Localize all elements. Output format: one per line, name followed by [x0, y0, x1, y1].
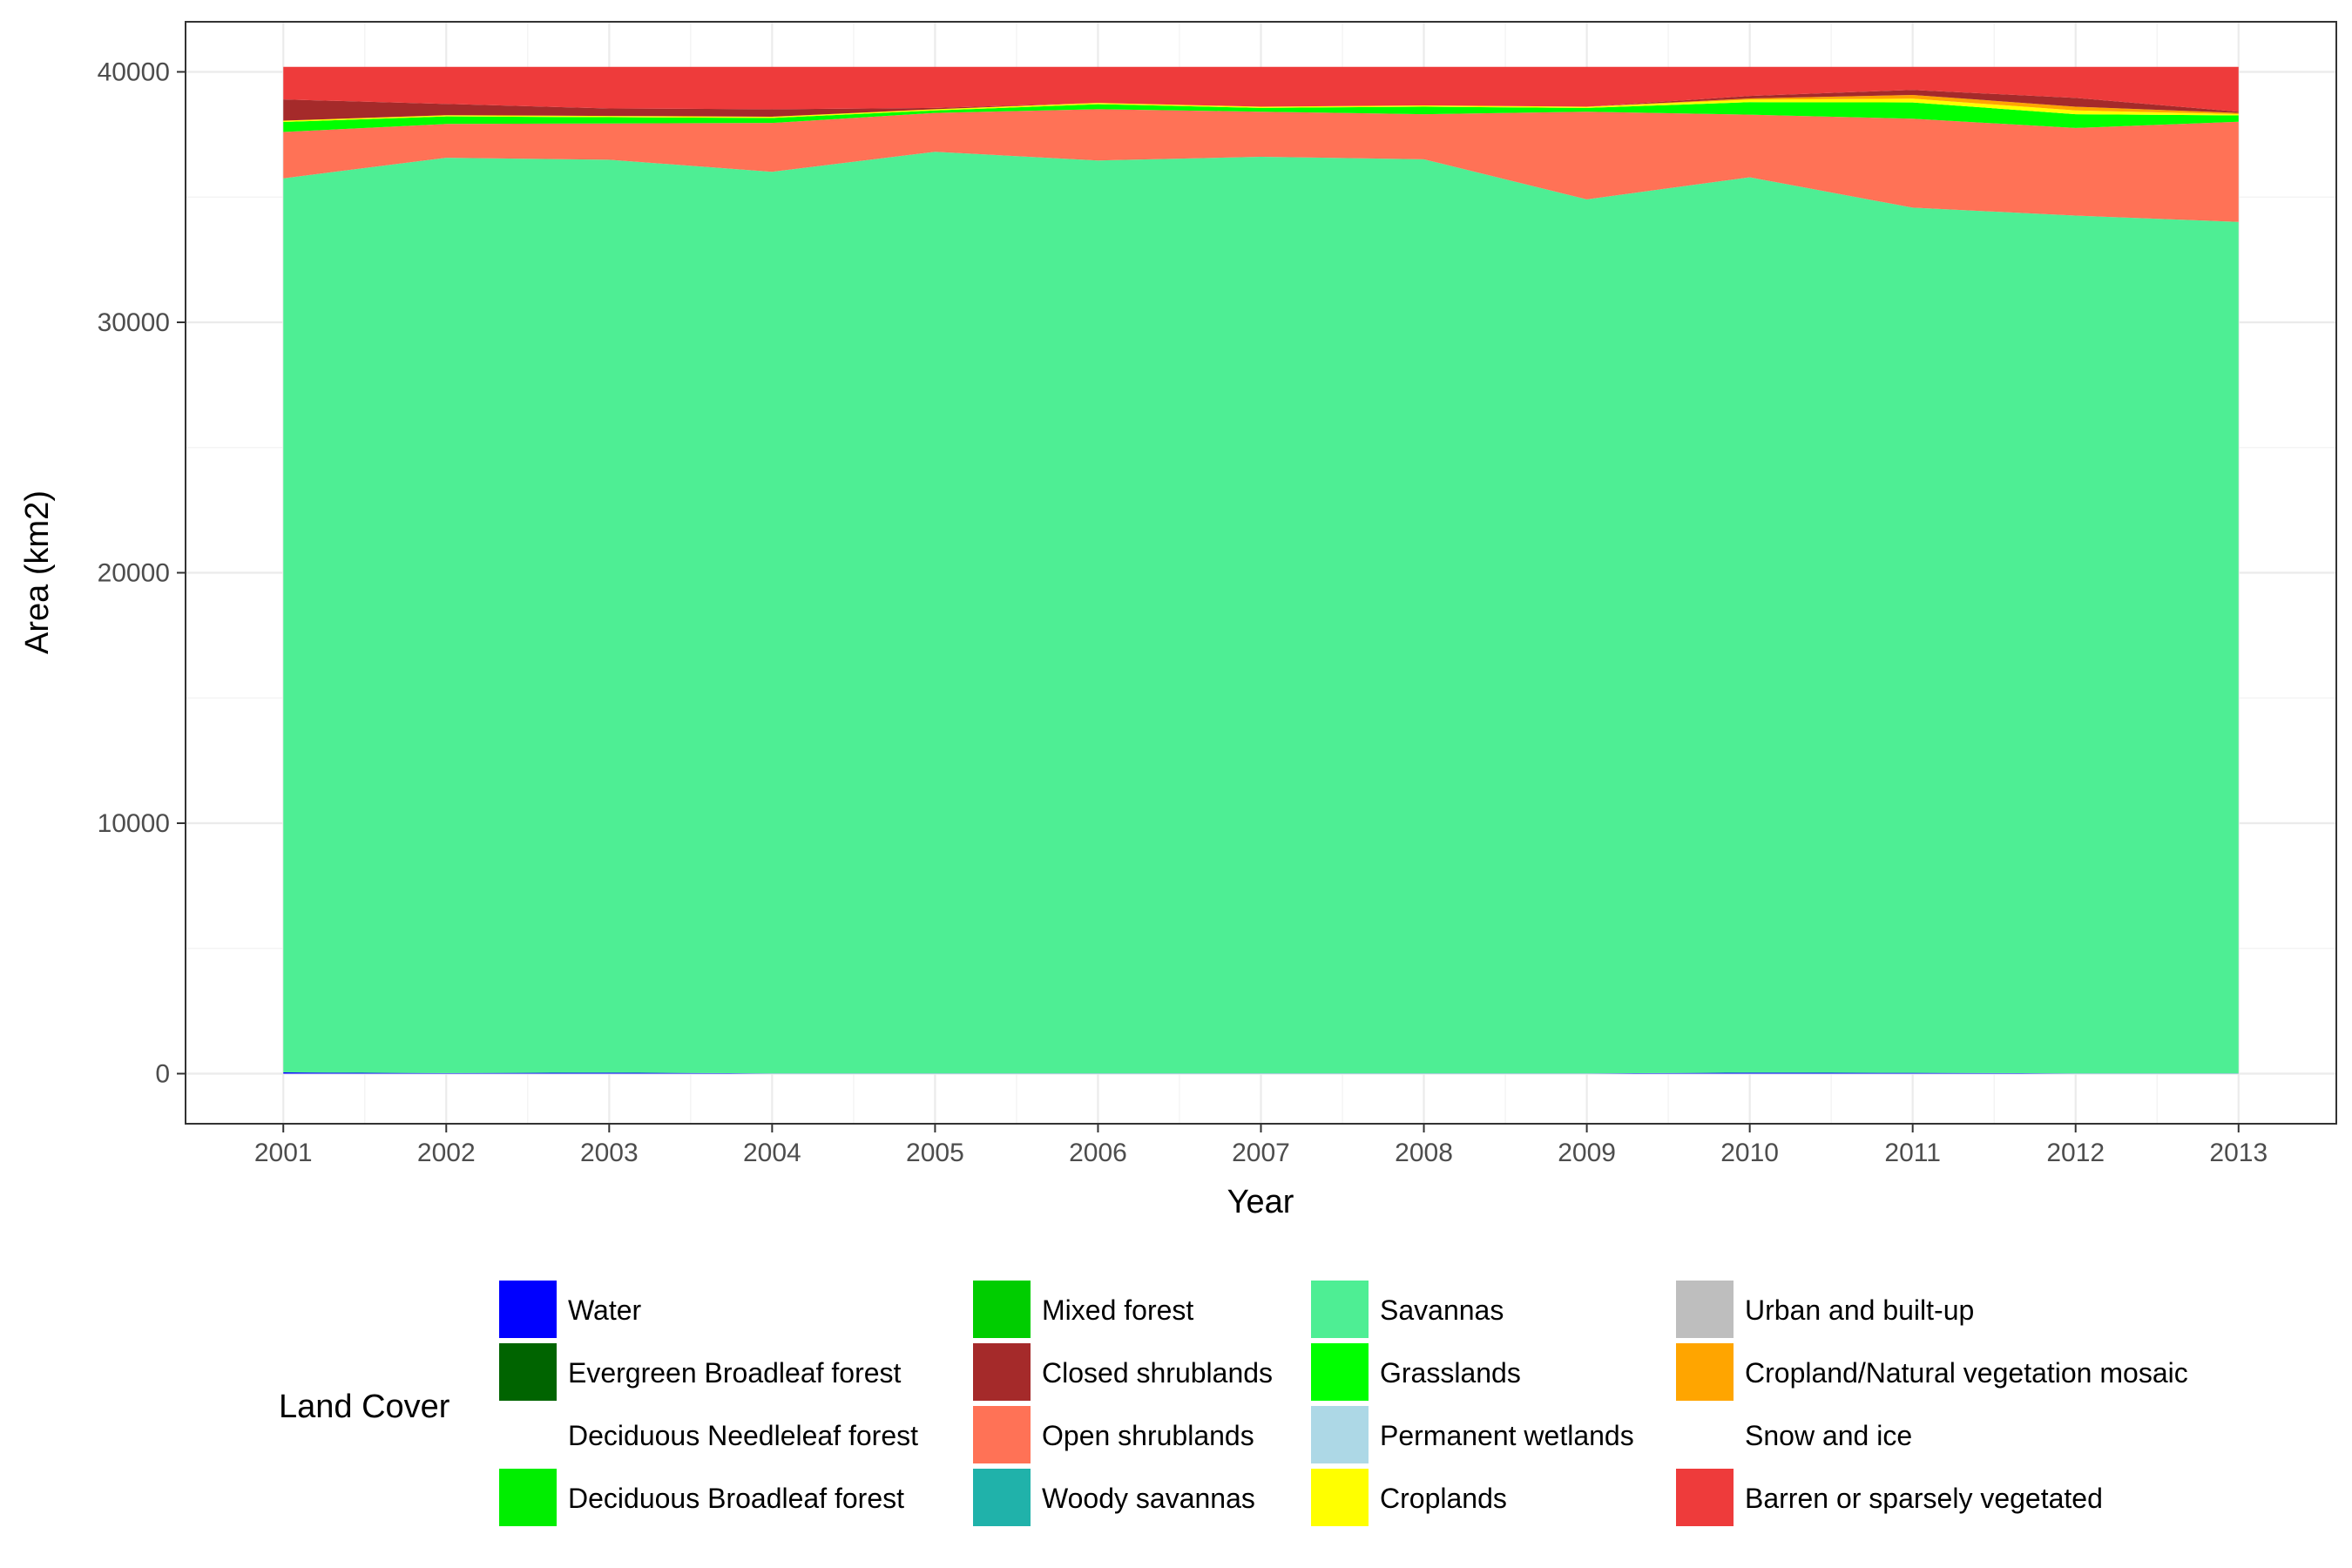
legend-key-croplands: [1311, 1469, 1369, 1526]
y-tick-label: 10000: [98, 809, 170, 838]
y-axis-title: Area (km2): [19, 490, 56, 654]
legend-label-croplands: Croplands: [1380, 1483, 1507, 1514]
legend-label-deciduous-broadleaf-forest: Deciduous Broadleaf forest: [568, 1483, 904, 1514]
x-tick-label: 2001: [254, 1139, 313, 1167]
legend-label-cropland-natural-vegetation-mosaic: Cropland/Natural vegetation mosaic: [1745, 1357, 2188, 1389]
legend-key-permanent-wetlands: [1311, 1406, 1369, 1463]
area-savannas: [283, 152, 2239, 1074]
legend-key-snow-and-ice: [1676, 1406, 1734, 1463]
legend-label-snow-and-ice: Snow and ice: [1745, 1420, 1912, 1451]
y-tick-label: 40000: [98, 58, 170, 87]
legend-label-grasslands: Grasslands: [1380, 1357, 1521, 1389]
y-tick-label: 20000: [98, 559, 170, 588]
legend-label-mixed-forest: Mixed forest: [1042, 1294, 1193, 1326]
legend-key-savannas: [1311, 1281, 1369, 1338]
legend-key-evergreen-broadleaf-forest: [499, 1343, 557, 1401]
x-tick-label: 2006: [1069, 1139, 1127, 1167]
x-tick-label: 2005: [906, 1139, 964, 1167]
x-tick-label: 2010: [1720, 1139, 1779, 1167]
legend-key-water: [499, 1281, 557, 1338]
legend-key-open-shrublands: [973, 1406, 1031, 1463]
legend-key-mixed-forest: [973, 1281, 1031, 1338]
x-tick-label: 2013: [2209, 1139, 2268, 1167]
legend-label-woody-savannas: Woody savannas: [1042, 1483, 1255, 1514]
x-tick-label: 2002: [417, 1139, 476, 1167]
x-tick-label: 2009: [1558, 1139, 1616, 1167]
legend-label-open-shrublands: Open shrublands: [1042, 1420, 1254, 1451]
legend-key-deciduous-needleleaf-forest: [499, 1406, 557, 1463]
y-axis: 0 10000 20000 30000 40000: [98, 58, 186, 1089]
legend-key-woody-savannas: [973, 1469, 1031, 1526]
legend-title: Land Cover: [279, 1389, 450, 1425]
area-grasslands: [283, 102, 2239, 132]
y-tick-label: 30000: [98, 308, 170, 337]
area-water: [283, 1072, 2239, 1074]
x-tick-label: 2003: [580, 1139, 639, 1167]
legend-key-barren-or-sparsely-vegetated: [1676, 1469, 1734, 1526]
legend-label-closed-shrublands: Closed shrublands: [1042, 1357, 1273, 1389]
x-tick-label: 2004: [743, 1139, 801, 1167]
area-barren-or-sparsely-vegetated: [283, 66, 2239, 112]
area-open-shrublands: [283, 109, 2239, 222]
x-axis-title: Year: [1227, 1184, 1294, 1220]
legend-key-cropland-natural-vegetation-mosaic: [1676, 1343, 1734, 1401]
legend-label-water: Water: [568, 1294, 642, 1326]
area-closed-shrublands: [283, 90, 2239, 121]
legend-label-savannas: Savannas: [1380, 1294, 1504, 1326]
legend-key-urban-and-built-up: [1676, 1281, 1734, 1338]
legend: Water Evergreen Broadleaf forest Deciduous…: [499, 1281, 2188, 1526]
legend-label-urban-and-built-up: Urban and built-up: [1745, 1294, 1974, 1326]
legend-label-permanent-wetlands: Permanent wetlands: [1380, 1420, 1634, 1451]
x-tick-label: 2012: [2046, 1139, 2105, 1167]
y-tick-label: 0: [155, 1060, 170, 1089]
legend-label-evergreen-broadleaf-forest: Evergreen Broadleaf forest: [568, 1357, 902, 1389]
legend-label-barren-or-sparsely-vegetated: Barren or sparsely vegetated: [1745, 1483, 2103, 1514]
x-axis: 2001 2002 2003 2004 2005 2006 2007 2008 2009 2010…: [254, 1124, 2268, 1167]
x-tick-label: 2008: [1395, 1139, 1453, 1167]
legend-label-deciduous-needleleaf-forest: Deciduous Needleleaf forest: [568, 1420, 918, 1451]
x-tick-label: 2007: [1232, 1139, 1290, 1167]
legend-key-grasslands: [1311, 1343, 1369, 1401]
x-tick-label: 2011: [1884, 1139, 1941, 1167]
legend-key-closed-shrublands: [973, 1343, 1031, 1401]
legend-key-deciduous-broadleaf-forest: [499, 1469, 557, 1526]
stacked-area-series: [283, 66, 2239, 1074]
